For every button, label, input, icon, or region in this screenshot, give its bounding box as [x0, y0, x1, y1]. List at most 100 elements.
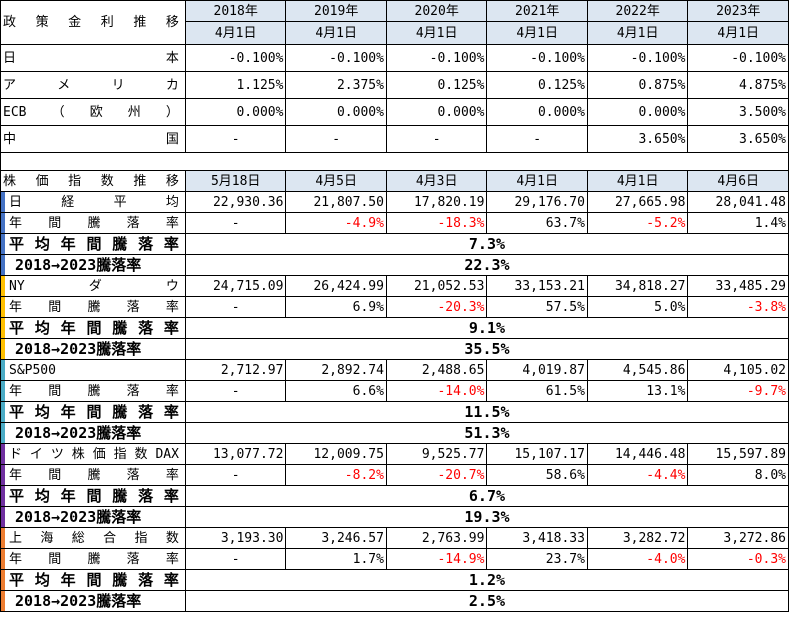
index-value[interactable]: 13,077.72 — [184, 443, 287, 465]
index-value[interactable]: 17,820.19 — [385, 191, 488, 213]
index-value[interactable]: 14,446.48 — [586, 443, 689, 465]
change-value[interactable]: -18.3% — [385, 212, 488, 234]
policy-value[interactable]: 0.000% — [285, 98, 387, 126]
change-value[interactable]: 23.7% — [486, 548, 588, 570]
index-value[interactable]: 2,892.74 — [285, 359, 387, 381]
index-value[interactable]: 4,545.86 — [586, 359, 689, 381]
change-value[interactable]: 57.5% — [486, 296, 588, 318]
change-value[interactable]: -20.3% — [385, 296, 488, 318]
policy-value[interactable]: - — [385, 125, 488, 153]
index-value[interactable]: 2,712.97 — [184, 359, 287, 381]
policy-value[interactable]: 3.500% — [687, 98, 789, 126]
header-year[interactable]: 2019年 — [285, 0, 387, 22]
index-value[interactable]: 9,525.77 — [385, 443, 488, 465]
header-year[interactable]: 2020年 — [385, 0, 488, 22]
index-value[interactable]: 4,019.87 — [486, 359, 588, 381]
header-date[interactable]: 4月5日 — [285, 170, 387, 192]
index-value[interactable]: 27,665.98 — [586, 191, 689, 213]
index-value[interactable]: 3,246.57 — [285, 527, 387, 549]
index-value[interactable]: 2,763.99 — [385, 527, 488, 549]
header-date[interactable]: 4月3日 — [385, 170, 488, 192]
avg-value[interactable]: 9.1% — [184, 317, 790, 339]
header-date[interactable]: 4月1日 — [586, 21, 689, 45]
policy-title[interactable]: 政策金利推移 — [0, 0, 186, 45]
policy-row-label[interactable]: 日本 — [0, 44, 186, 72]
policy-value[interactable]: 0.000% — [486, 98, 588, 126]
index-value[interactable]: 3,272.86 — [687, 527, 789, 549]
index-value[interactable]: 33,485.29 — [687, 275, 789, 297]
header-date[interactable]: 4月1日 — [687, 21, 789, 45]
index-name[interactable]: NY ダウ — [0, 275, 186, 297]
total-value[interactable]: 35.5% — [184, 338, 790, 360]
policy-value[interactable]: 4.875% — [687, 71, 789, 99]
avg-label[interactable]: 平均年間騰落率 — [0, 569, 186, 591]
change-label[interactable]: 年間騰落率 — [0, 296, 186, 318]
policy-value[interactable]: 0.875% — [586, 71, 689, 99]
index-value[interactable]: 29,176.70 — [486, 191, 588, 213]
total-value[interactable]: 51.3% — [184, 422, 790, 444]
change-value[interactable]: - — [184, 464, 287, 486]
total-label[interactable]: 2018→2023騰落率 — [0, 254, 186, 276]
policy-value[interactable]: - — [285, 125, 387, 153]
index-value[interactable]: 34,818.27 — [586, 275, 689, 297]
header-date[interactable]: 4月1日 — [285, 21, 387, 45]
index-value[interactable]: 2,488.65 — [385, 359, 488, 381]
change-value[interactable]: -4.0% — [586, 548, 689, 570]
policy-value[interactable]: 0.125% — [385, 71, 488, 99]
avg-label[interactable]: 平均年間騰落率 — [0, 233, 186, 255]
total-label[interactable]: 2018→2023騰落率 — [0, 338, 186, 360]
header-date[interactable]: 5月18日 — [184, 170, 287, 192]
change-value[interactable]: -5.2% — [586, 212, 689, 234]
change-value[interactable]: 13.1% — [586, 380, 689, 402]
change-value[interactable]: 1.4% — [687, 212, 789, 234]
header-date[interactable]: 4月6日 — [687, 170, 789, 192]
policy-value[interactable]: 0.125% — [486, 71, 588, 99]
change-value[interactable]: -4.4% — [586, 464, 689, 486]
avg-value[interactable]: 6.7% — [184, 485, 790, 507]
avg-value[interactable]: 1.2% — [184, 569, 790, 591]
policy-value[interactable]: 0.000% — [586, 98, 689, 126]
index-value[interactable]: 3,282.72 — [586, 527, 689, 549]
total-value[interactable]: 19.3% — [184, 506, 790, 528]
change-value[interactable]: - — [184, 296, 287, 318]
change-value[interactable]: 8.0% — [687, 464, 789, 486]
avg-label[interactable]: 平均年間騰落率 — [0, 485, 186, 507]
change-value[interactable]: 1.7% — [285, 548, 387, 570]
change-value[interactable]: 6.9% — [285, 296, 387, 318]
change-value[interactable]: - — [184, 548, 287, 570]
policy-value[interactable]: 2.375% — [285, 71, 387, 99]
policy-row-label[interactable]: ECB （欧州） — [0, 98, 186, 126]
policy-row-label[interactable]: アメリカ — [0, 71, 186, 99]
total-label[interactable]: 2018→2023騰落率 — [0, 422, 186, 444]
index-value[interactable]: 21,807.50 — [285, 191, 387, 213]
index-name[interactable]: 上海総合指数 — [0, 527, 186, 549]
change-value[interactable]: -14.0% — [385, 380, 488, 402]
policy-value[interactable]: 0.000% — [184, 98, 287, 126]
index-value[interactable]: 3,193.30 — [184, 527, 287, 549]
change-value[interactable]: 6.6% — [285, 380, 387, 402]
policy-value[interactable]: -0.100% — [184, 44, 287, 72]
policy-value[interactable]: 3.650% — [586, 125, 689, 153]
change-value[interactable]: -0.3% — [687, 548, 789, 570]
index-value[interactable]: 22,930.36 — [184, 191, 287, 213]
index-value[interactable]: 28,041.48 — [687, 191, 789, 213]
policy-value[interactable]: - — [486, 125, 588, 153]
stocks-title[interactable]: 株価指数推移 — [0, 170, 186, 192]
index-value[interactable]: 15,107.17 — [486, 443, 588, 465]
policy-value[interactable]: 0.000% — [385, 98, 488, 126]
index-name[interactable]: S&P500 — [0, 359, 186, 381]
header-year[interactable]: 2022年 — [586, 0, 689, 22]
avg-value[interactable]: 7.3% — [184, 233, 790, 255]
policy-value[interactable]: -0.100% — [586, 44, 689, 72]
index-value[interactable]: 4,105.02 — [687, 359, 789, 381]
index-value[interactable]: 21,052.53 — [385, 275, 488, 297]
change-label[interactable]: 年間騰落率 — [0, 380, 186, 402]
total-label[interactable]: 2018→2023騰落率 — [0, 506, 186, 528]
change-value[interactable]: -20.7% — [385, 464, 488, 486]
change-value[interactable]: 58.6% — [486, 464, 588, 486]
total-value[interactable]: 22.3% — [184, 254, 790, 276]
header-year[interactable]: 2021年 — [486, 0, 588, 22]
policy-row-label[interactable]: 中国 — [0, 125, 186, 153]
change-value[interactable]: - — [184, 380, 287, 402]
policy-value[interactable]: -0.100% — [687, 44, 789, 72]
